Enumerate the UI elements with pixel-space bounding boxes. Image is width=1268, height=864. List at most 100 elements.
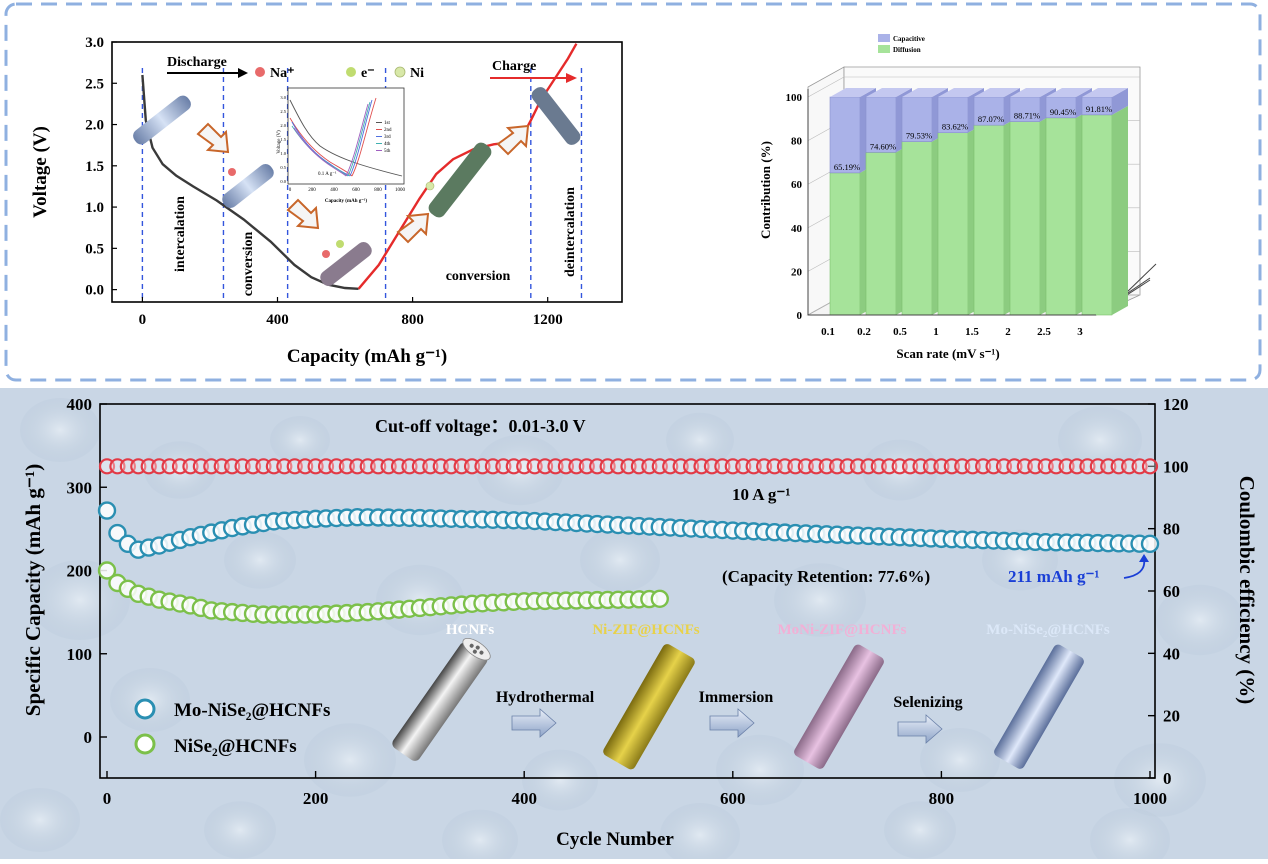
inset-legend: 1st 2nd 3rd 4th 5th bbox=[376, 121, 392, 154]
bar-top-4 bbox=[974, 88, 1020, 97]
voltage-y-ticks: 0.0 0.5 1.0 1.5 2.0 2.5 3.0 bbox=[85, 35, 117, 299]
capacitive-legend-label: Capacitive bbox=[893, 35, 925, 43]
diffusion-legend-label: Diffusion bbox=[893, 46, 921, 54]
hcnfs-label: HCNFs bbox=[446, 622, 494, 638]
background-bubble-15 bbox=[304, 723, 396, 797]
inset-y-tick-label-6: 3.0 bbox=[280, 95, 286, 100]
bar-value-label-2: 79.53% bbox=[906, 131, 932, 141]
process-arrow-2 bbox=[286, 198, 320, 230]
final-capacity-pointer-head bbox=[1139, 554, 1149, 562]
diffusion-legend-swatch bbox=[878, 45, 890, 53]
background-bubble-10 bbox=[580, 528, 660, 592]
nise2-point-53 bbox=[650, 589, 669, 609]
background-bubble-4 bbox=[666, 412, 734, 468]
inset-frame bbox=[287, 87, 405, 185]
ce-point-100 bbox=[1141, 458, 1159, 475]
background-bubble-20 bbox=[0, 788, 80, 852]
grid-side-5 bbox=[807, 76, 845, 98]
inset-y-ticks: 0.0 0.5 1.0 1.5 2.0 2.5 3.0 bbox=[280, 95, 286, 184]
nanofiber-illustration-2 bbox=[222, 164, 274, 208]
scan-rate-tick-label-4: 1.5 bbox=[965, 326, 979, 338]
voltage-y-tick-label-1: 0.5 bbox=[85, 241, 104, 257]
moni-zif-label: MoNi-ZIF@HCNFs bbox=[778, 622, 907, 638]
efficiency-y-tick-label-3: 60 bbox=[1163, 582, 1180, 601]
capacity-y-tick-label-2: 200 bbox=[67, 562, 93, 581]
inset-x-tick-label-4: 800 bbox=[374, 188, 382, 193]
inset-chart: Voltage (V) Capacity (mAh g⁻¹) 0.1 A g⁻¹… bbox=[277, 87, 406, 204]
inset-y-tick-label-4: 2.0 bbox=[280, 123, 286, 128]
capacity-y-ticks: 0 100 200 300 400 bbox=[67, 395, 107, 747]
inset-x-tick-label-2: 400 bbox=[330, 188, 338, 193]
bar-top-7 bbox=[1082, 88, 1128, 97]
final-capacity-label: 211 mAh g⁻¹ bbox=[1008, 567, 1100, 586]
immersion-arrow bbox=[709, 708, 755, 738]
contribution-y-tick-label-4: 80 bbox=[791, 136, 803, 148]
inset-curve-1 bbox=[289, 99, 403, 177]
inset-curve-3 bbox=[291, 99, 373, 177]
contribution-y-tick-label-2: 40 bbox=[791, 223, 803, 235]
background-bubble-19 bbox=[1114, 743, 1206, 817]
efficiency-y-ticks: 0 20 40 60 80 100 120 bbox=[1148, 395, 1189, 788]
cycle-x-ticks: 0 200 400 600 800 1000 bbox=[103, 771, 1167, 808]
capacitive-bar-5 bbox=[1009, 96, 1041, 122]
cycle-x-tick-label-5: 1000 bbox=[1133, 789, 1167, 808]
intercalation-label: intercalation bbox=[173, 196, 188, 272]
capacity-y-tick-label-4: 400 bbox=[67, 395, 93, 414]
efficiency-y-tick-label-5: 100 bbox=[1163, 457, 1189, 476]
voltage-y-tick-label-2: 1.0 bbox=[85, 200, 104, 216]
bar-value-label-1: 74.60% bbox=[870, 141, 896, 151]
contribution-y-label: Contribution (%) bbox=[758, 141, 773, 239]
scan-rate-tick-label-3: 1 bbox=[933, 326, 939, 338]
diffusion-bar-5 bbox=[1009, 121, 1041, 316]
scan-rate-tick-label-1: 0.2 bbox=[857, 326, 871, 338]
scan-rate-tick-label-0: 0.1 bbox=[821, 326, 835, 338]
background-bubble-11 bbox=[774, 563, 866, 637]
background-bubbles bbox=[0, 398, 1244, 864]
background-bubble-16 bbox=[522, 749, 598, 811]
na-ion-dot-1 bbox=[228, 168, 236, 176]
voltage-plot-frame bbox=[111, 41, 623, 303]
capacity-x-tick-label-1: 400 bbox=[266, 312, 289, 328]
bar-top-1 bbox=[866, 88, 912, 97]
voltage-x-ticks: 0 400 800 1200 bbox=[139, 297, 563, 328]
inset-legend-label-4: 5th bbox=[384, 149, 391, 154]
process-arrow-4 bbox=[496, 124, 530, 156]
hydrothermal-step-label: Hydrothermal bbox=[496, 689, 595, 706]
bar-top-2 bbox=[902, 88, 948, 97]
efficiency-y-tick-label-1: 20 bbox=[1163, 707, 1180, 726]
background-bubble-0 bbox=[20, 398, 100, 462]
na-ion-label: Na⁺ bbox=[270, 66, 295, 81]
inset-rate-annotation: 0.1 A g⁻¹ bbox=[318, 171, 337, 177]
background-bubble-8 bbox=[224, 531, 296, 589]
background-bubble-7 bbox=[30, 560, 130, 640]
bar-value-label-4: 87.07% bbox=[978, 114, 1004, 124]
bar-value-label-5: 88.71% bbox=[1014, 111, 1040, 121]
capacitive-legend-swatch bbox=[878, 34, 890, 42]
hydrothermal-arrow bbox=[511, 708, 557, 738]
bar-top-6 bbox=[1046, 88, 1092, 97]
bar-top-3 bbox=[938, 88, 984, 97]
voltage-y-tick-label-6: 3.0 bbox=[85, 35, 104, 51]
cycle-number-x-label: Cycle Number bbox=[556, 829, 674, 850]
contribution-bars: 65.19% 74.60% 79.53% 83.62% 87.07% 88.71% 90.4… bbox=[829, 88, 1128, 316]
process-arrow-3 bbox=[396, 212, 430, 244]
nanofiber-illustration-5 bbox=[531, 87, 581, 145]
inset-y-tick-label-0: 0.0 bbox=[280, 179, 286, 184]
bar-top-0 bbox=[830, 88, 876, 97]
charge-label: Charge bbox=[492, 59, 536, 74]
background-bubble-5 bbox=[862, 439, 938, 501]
immersion-step-label: Immersion bbox=[699, 689, 774, 706]
selenizing-step-label: Selenizing bbox=[893, 694, 962, 711]
efficiency-y-tick-label-4: 80 bbox=[1163, 520, 1180, 539]
bar-value-label-0: 65.19% bbox=[834, 162, 860, 172]
diffusion-bar-1 bbox=[865, 152, 897, 316]
capacity-x-tick-label-3: 1200 bbox=[533, 312, 563, 328]
ni-dot bbox=[425, 181, 435, 191]
inset-x-tick-label-3: 600 bbox=[352, 188, 360, 193]
inset-curve-5 bbox=[293, 103, 369, 177]
contribution-y-tick-label-3: 60 bbox=[791, 179, 803, 191]
voltage-y-tick-label-5: 2.5 bbox=[85, 76, 104, 92]
inset-x-tick-label-1: 200 bbox=[308, 188, 316, 193]
contribution-y-ticks: 0 20 40 60 80 100 bbox=[786, 89, 809, 322]
